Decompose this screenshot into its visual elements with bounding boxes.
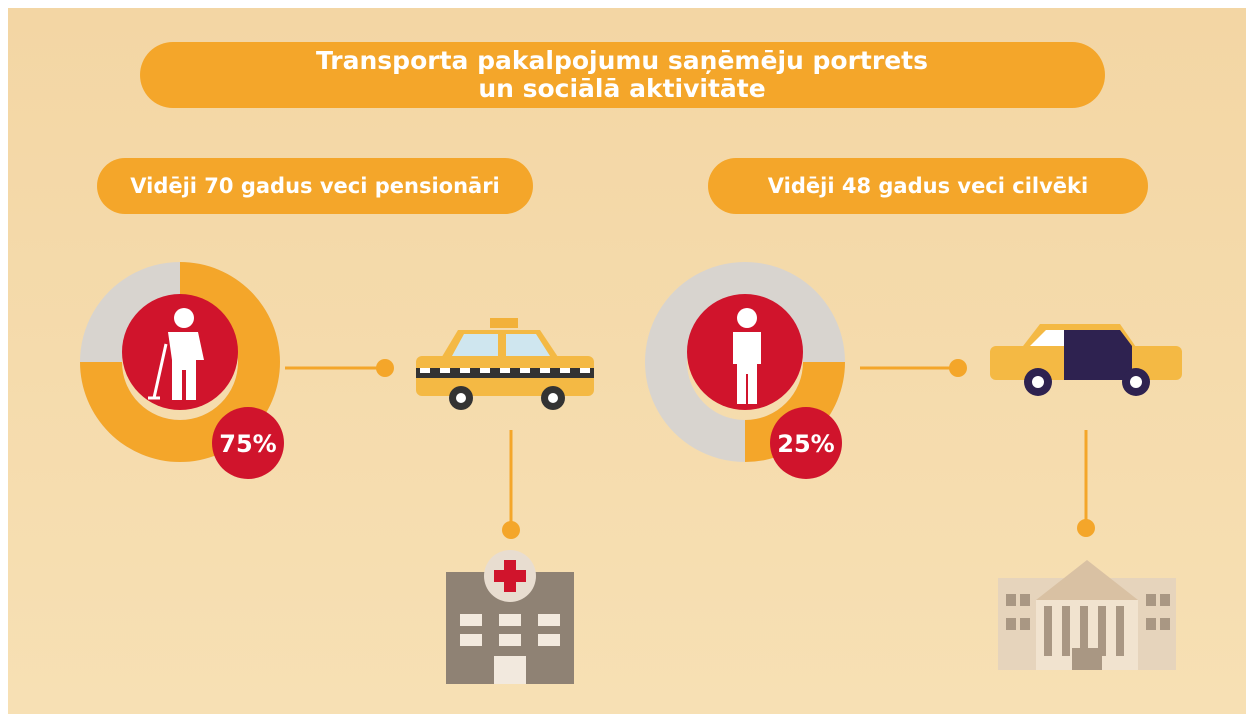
- car-icon: [990, 324, 1182, 396]
- person-head: [737, 308, 757, 328]
- building-icon: [998, 560, 1176, 670]
- heading: Vidēji 48 gadus veci cilvēki: [768, 174, 1088, 198]
- heading-pill: [708, 158, 1148, 214]
- title-line: Transporta pakalpojumu saņēmēju portrets: [316, 46, 928, 75]
- value-badge: [770, 407, 842, 479]
- title-line: un sociālā aktivitāte: [478, 74, 765, 103]
- elder-head: [174, 308, 194, 328]
- hospital-icon: [446, 550, 574, 684]
- value-badge: [212, 407, 284, 479]
- title-pill: [140, 42, 1105, 108]
- elder-cane: [148, 343, 168, 400]
- person-body: [733, 332, 761, 404]
- connectors: [285, 359, 1095, 539]
- value-label: 75%: [219, 430, 276, 458]
- taxi-icon: [416, 318, 594, 410]
- value-label: 25%: [777, 430, 834, 458]
- elder-body: [168, 332, 204, 400]
- heading: Vidēji 70 gadus veci pensionāri: [130, 174, 500, 198]
- heading-pill: [97, 158, 533, 214]
